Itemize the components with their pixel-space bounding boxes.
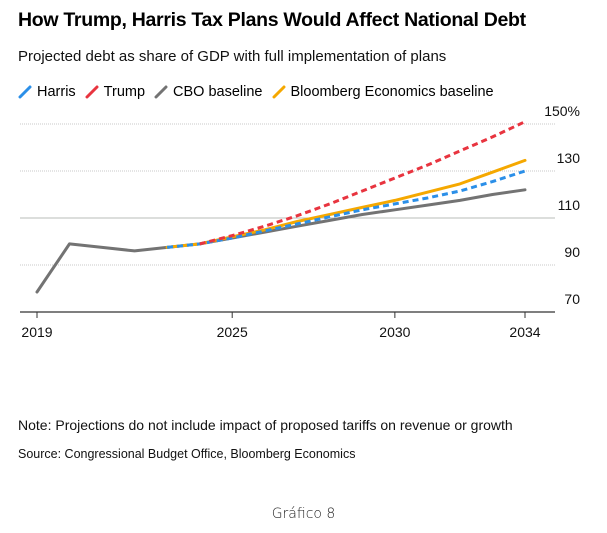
- legend-item-bloomberg: Bloomberg Economics baseline: [272, 84, 494, 100]
- chart-subtitle: Projected debt as share of GDP with full…: [18, 48, 447, 65]
- series-line-trump: [199, 120, 526, 246]
- x-tick-label: 2030: [379, 324, 410, 340]
- legend-swatch-harris: [18, 85, 32, 99]
- legend-label-harris: Harris: [37, 84, 76, 100]
- x-tick-label: 2034: [509, 324, 540, 340]
- legend-item-cbo: CBO baseline: [154, 84, 263, 100]
- chart-source: Source: Congressional Budget Office, Blo…: [18, 447, 356, 461]
- series-line-harris: [166, 169, 526, 249]
- chart-legend: Harris Trump CBO baseline Bloomberg Econ…: [18, 84, 503, 100]
- y-tick-label: 110: [558, 197, 581, 213]
- legend-swatch-trump: [85, 85, 99, 99]
- chart-title: How Trump, Harris Tax Plans Would Affect…: [18, 9, 526, 31]
- y-tick-label: 150%: [544, 103, 580, 119]
- legend-label-trump: Trump: [103, 84, 146, 100]
- legend-item-trump: Trump: [85, 84, 145, 100]
- legend-item-harris: Harris: [18, 84, 76, 100]
- legend-label-cbo: CBO baseline: [173, 84, 263, 100]
- legend-swatch-cbo: [154, 85, 168, 99]
- series-line-bloomberg-economics-baseline: [165, 158, 527, 249]
- series-lines: [35, 120, 527, 294]
- x-tick-label: 2025: [217, 324, 248, 340]
- legend-swatch-bloomberg: [272, 85, 285, 99]
- tick-labels: 150% 130 110 90 70 2019 2025 2030 2034: [21, 103, 580, 340]
- chart-note: Note: Projections do not include impact …: [18, 417, 513, 433]
- series-line-cbo-baseline: [35, 188, 527, 294]
- y-tick-label: 70: [564, 291, 580, 307]
- y-tick-label: 90: [564, 244, 580, 260]
- legend-label-bloomberg: Bloomberg Economics baseline: [290, 84, 494, 100]
- figure-caption: Gráfico 8: [271, 506, 336, 522]
- x-tick-label: 2019: [21, 324, 52, 340]
- y-tick-label: 130: [557, 150, 581, 166]
- x-axis: [20, 311, 555, 318]
